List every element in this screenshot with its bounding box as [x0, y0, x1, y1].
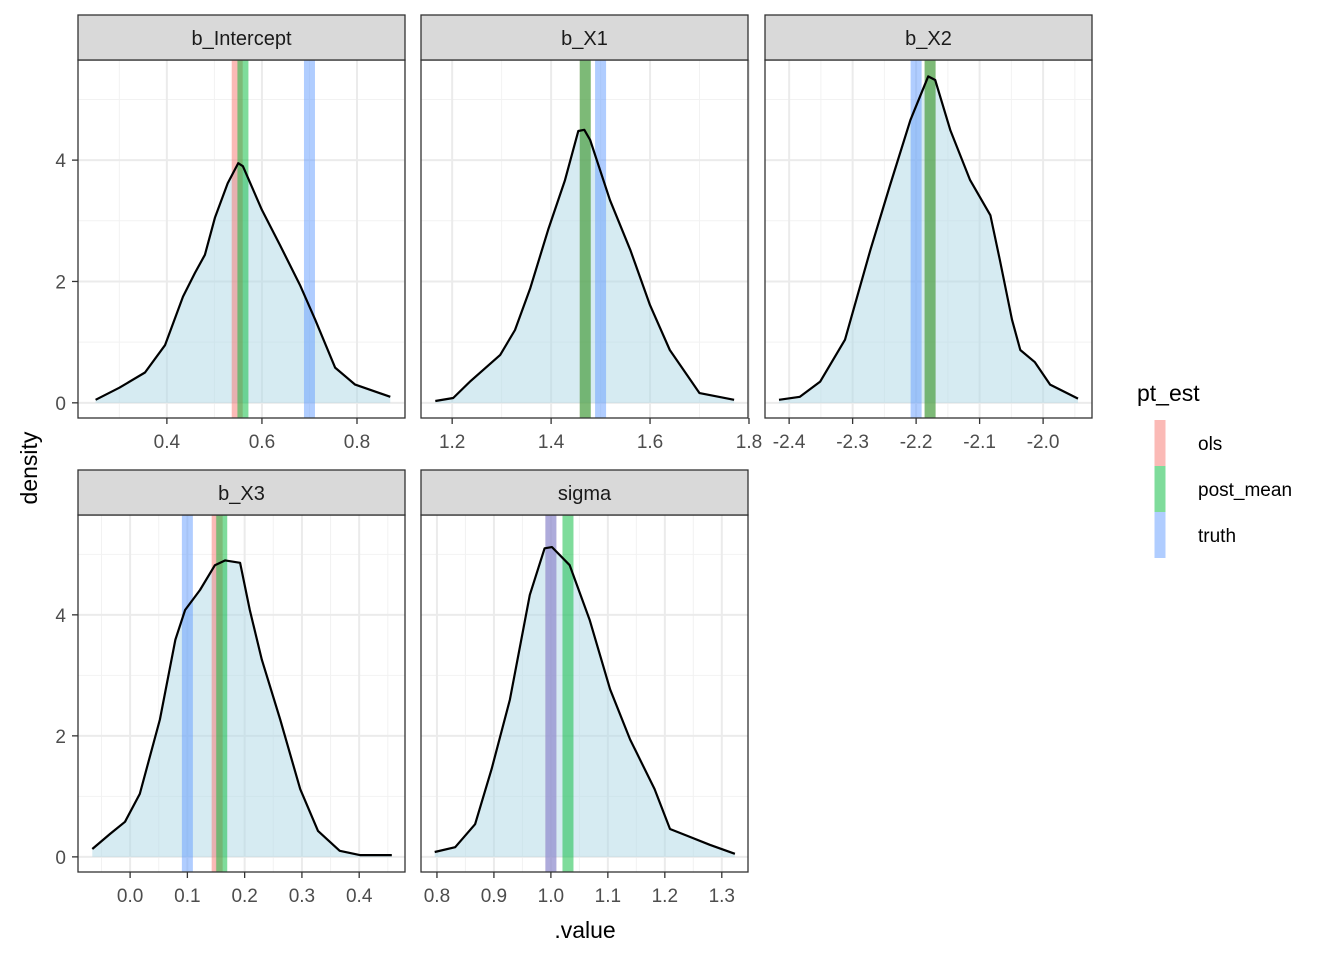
- x-tick-label: 1.0: [538, 886, 564, 907]
- panel-sigma: sigma 0.8 0.9 1.0 1.1 1.2 1.3: [420, 469, 749, 907]
- panel-b-x1: b_X1 1.2 1.4 1.6 1.8: [420, 14, 762, 453]
- strip-background: [420, 14, 749, 61]
- y-tick-label: 2: [55, 727, 66, 748]
- legend-label: truth: [1198, 526, 1236, 547]
- x-tick-label: 1.1: [595, 886, 621, 907]
- strip-background: [764, 14, 1093, 61]
- y-tick-label: 0: [55, 848, 66, 869]
- x-tick-label: -2.4: [773, 432, 806, 453]
- y-axis-label: density: [16, 431, 42, 504]
- density-line: [778, 75, 1079, 401]
- panel-b-x2: b_X2 -2.4 -2.3 -2.2 -2.1 -2.0: [764, 14, 1093, 453]
- x-tick-label: 1.2: [652, 886, 678, 907]
- x-axis-label: .value: [554, 917, 615, 943]
- strip-background: [420, 469, 749, 516]
- density-line: [435, 128, 735, 403]
- x-tick-label: 0.3: [289, 886, 315, 907]
- density-line: [95, 162, 391, 401]
- x-tick-label: 1.8: [736, 432, 762, 453]
- y-tick-label: 4: [55, 151, 66, 172]
- panel-b-intercept: b_Intercept 0.4 0.6 0.8 0 2 4: [55, 14, 406, 453]
- x-tick-label: 1.4: [538, 432, 565, 453]
- x-tick-label: 0.0: [117, 886, 143, 907]
- x-tick-label: 1.3: [709, 886, 735, 907]
- x-tick-label: 0.8: [344, 432, 370, 453]
- strip-background: [77, 14, 406, 61]
- x-tick-label: -2.3: [836, 432, 869, 453]
- x-tick-label: 0.2: [231, 886, 257, 907]
- x-tick-label: 0.6: [249, 432, 275, 453]
- legend-title: pt_est: [1137, 380, 1200, 406]
- y-tick-label: 2: [55, 272, 66, 293]
- x-tick-label: 0.9: [481, 886, 507, 907]
- x-tick-label: -2.2: [900, 432, 933, 453]
- strip-label: b_X3: [218, 483, 265, 505]
- density-line: [434, 545, 736, 855]
- panel-b-x3: b_X3 0.0 0.1 0.2 0.3 0.4 0 2 4: [55, 469, 406, 907]
- strip-background: [77, 469, 406, 516]
- strip-label: sigma: [558, 483, 612, 505]
- x-tick-label: 0.8: [424, 886, 450, 907]
- x-tick-label: 1.6: [637, 432, 663, 453]
- legend-label: ols: [1198, 434, 1222, 455]
- strip-label: b_Intercept: [191, 28, 292, 50]
- x-tick-label: 0.4: [346, 886, 373, 907]
- x-tick-label: 1.2: [439, 432, 465, 453]
- strip-label: b_X1: [561, 28, 608, 50]
- y-tick-label: 4: [55, 606, 66, 627]
- x-tick-label: 0.1: [174, 886, 200, 907]
- x-tick-label: -2.1: [963, 432, 996, 453]
- legend-label: post_mean: [1198, 480, 1292, 501]
- y-tick-label: 0: [55, 394, 66, 415]
- x-tick-label: -2.0: [1027, 432, 1060, 453]
- density-area: [92, 560, 392, 857]
- strip-label: b_X2: [905, 28, 952, 50]
- x-tick-label: 0.4: [154, 432, 181, 453]
- density-line: [91, 559, 392, 857]
- density-area: [434, 547, 735, 857]
